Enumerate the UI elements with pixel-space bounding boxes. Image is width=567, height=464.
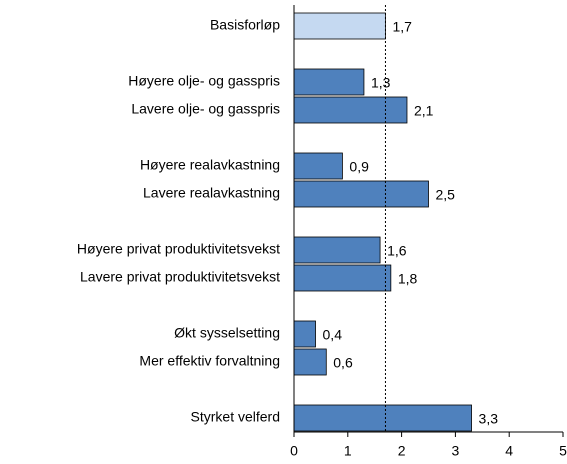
x-tick-label: 0 bbox=[290, 443, 298, 459]
data-label: 0,4 bbox=[323, 327, 343, 343]
data-label: 1,7 bbox=[392, 19, 412, 35]
x-tick-label: 5 bbox=[559, 443, 567, 459]
data-label: 0,6 bbox=[333, 355, 353, 371]
bar bbox=[293, 68, 365, 96]
bar bbox=[293, 320, 316, 348]
y-tick-label: Høyere olje- og gasspris bbox=[128, 73, 280, 89]
data-label: 2,1 bbox=[414, 103, 434, 119]
data-label: 3,3 bbox=[479, 411, 499, 427]
data-label: 1,6 bbox=[387, 243, 407, 259]
y-tick-label: Økt sysselsetting bbox=[174, 325, 280, 341]
data-label: 0,9 bbox=[349, 159, 369, 175]
data-label: 1,3 bbox=[371, 75, 391, 91]
x-tick-label: 3 bbox=[452, 443, 460, 459]
bar bbox=[293, 264, 392, 292]
y-tick-label: Høyere realavkastning bbox=[140, 157, 280, 173]
bar bbox=[293, 404, 472, 432]
y-tick-label: Styrket velferd bbox=[191, 409, 280, 425]
bar bbox=[293, 348, 327, 376]
x-tick-label: 4 bbox=[505, 443, 513, 459]
bar bbox=[293, 96, 408, 124]
x-tick-label: 1 bbox=[344, 443, 352, 459]
y-tick-label: Lavere realavkastning bbox=[143, 185, 280, 201]
bar bbox=[293, 180, 429, 208]
y-tick-label: Mer effektiv forvaltning bbox=[139, 353, 280, 369]
y-tick-label: Basisforløp bbox=[210, 17, 280, 33]
bar bbox=[293, 152, 343, 180]
bar bbox=[293, 236, 381, 264]
bar bbox=[293, 12, 386, 40]
y-tick-label: Lavere privat produktivitetsvekst bbox=[80, 269, 280, 285]
data-label: 2,5 bbox=[436, 187, 456, 203]
data-label: 1,8 bbox=[398, 271, 418, 287]
y-tick-label: Høyere privat produktivitetsvekst bbox=[77, 241, 280, 257]
x-tick-label: 2 bbox=[398, 443, 406, 459]
y-tick-label: Lavere olje- og gasspris bbox=[131, 101, 280, 117]
